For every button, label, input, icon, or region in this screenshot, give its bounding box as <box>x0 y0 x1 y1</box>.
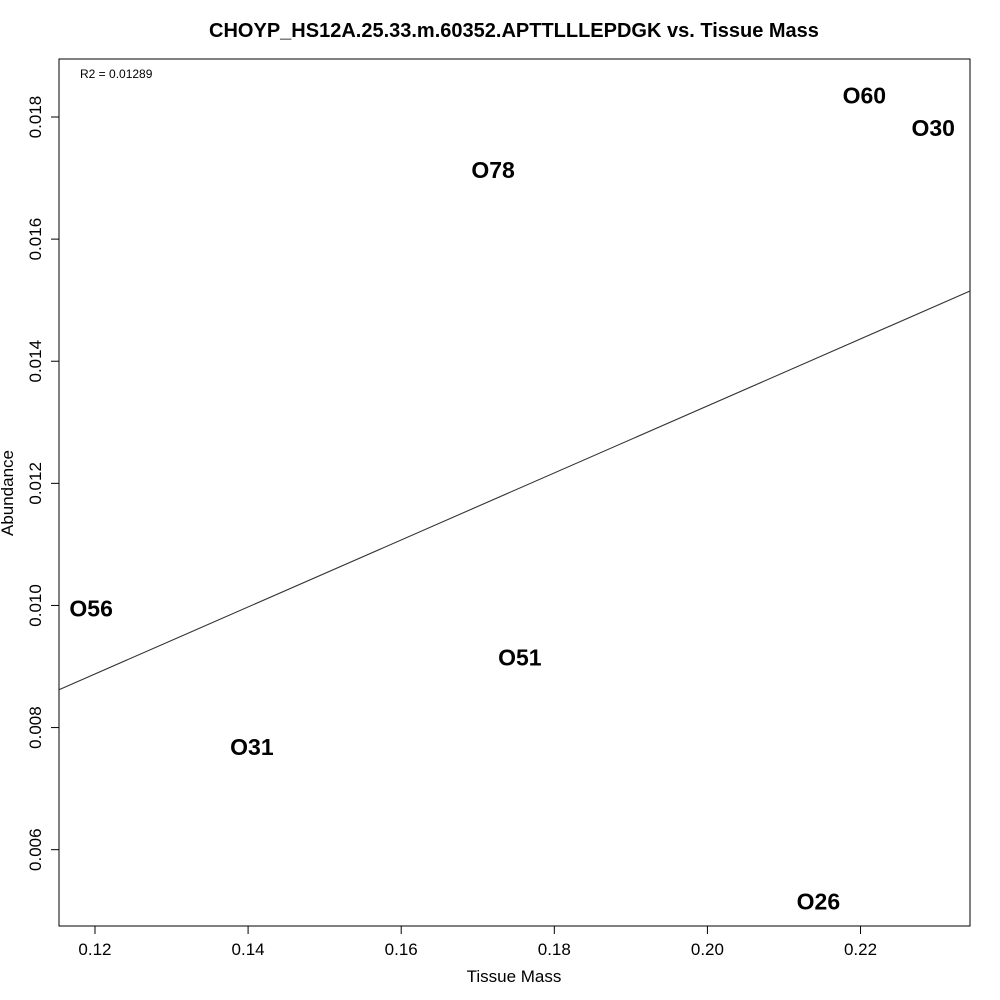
y-tick-label: 0.008 <box>26 706 45 749</box>
y-tick-label: 0.014 <box>26 340 45 383</box>
point-label: O78 <box>471 157 515 183</box>
chart-title: CHOYP_HS12A.25.33.m.60352.APTTLLLEPDGK v… <box>209 20 819 42</box>
plot-frame <box>58 58 971 927</box>
r2-annotation: R2 = 0.01289 <box>80 67 153 81</box>
y-tick-label: 0.016 <box>26 218 45 261</box>
x-tick-label: 0.22 <box>844 940 877 959</box>
regression-line-group <box>58 290 971 691</box>
point-label: O26 <box>797 889 840 915</box>
y-tick-label: 0.006 <box>26 828 45 871</box>
y-axis-label: Abundance <box>0 450 17 536</box>
x-tick-label: 0.12 <box>78 940 111 959</box>
y-tick-label: 0.012 <box>26 462 45 505</box>
y-tick-label: 0.010 <box>26 584 45 627</box>
x-tick-label: 0.16 <box>385 940 418 959</box>
x-axis: 0.12 0.14 0.16 0.18 0.20 0.22 <box>78 925 877 959</box>
y-tick-label: 0.018 <box>26 96 45 139</box>
data-points: O60 O30 O78 O56 O51 O31 O26 <box>69 83 955 915</box>
regression-line <box>58 290 971 691</box>
x-tick-label: 0.18 <box>538 940 571 959</box>
point-label: O60 <box>843 83 886 109</box>
x-tick-label: 0.14 <box>232 940 265 959</box>
y-axis: 0.006 0.008 0.010 0.012 0.014 0.016 0.018 <box>26 96 60 871</box>
x-tick-label: 0.20 <box>691 940 724 959</box>
point-label: O51 <box>498 644 542 670</box>
point-label: O56 <box>69 596 112 622</box>
x-axis-label: Tissue Mass <box>467 967 562 986</box>
point-label: O31 <box>230 734 274 760</box>
point-label: O30 <box>912 115 955 141</box>
